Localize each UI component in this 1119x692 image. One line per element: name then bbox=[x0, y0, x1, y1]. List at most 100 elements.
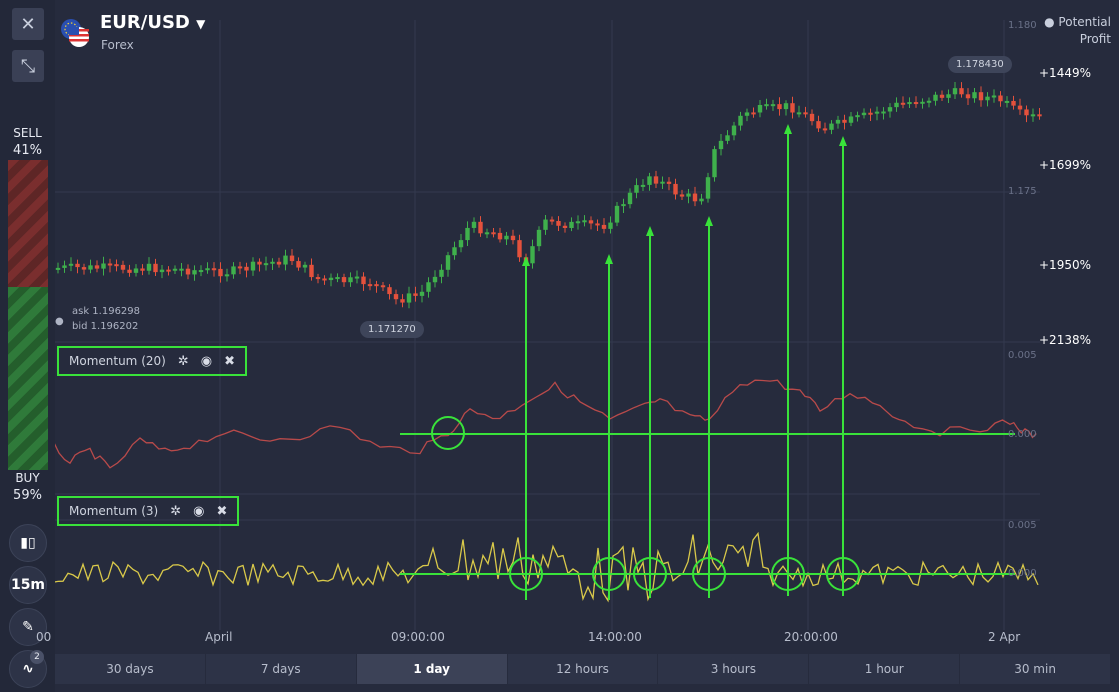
candle-body bbox=[601, 224, 607, 229]
candle-body bbox=[354, 276, 360, 279]
candle-body bbox=[738, 115, 743, 126]
candle-body bbox=[946, 94, 951, 98]
candle-body bbox=[497, 232, 503, 240]
eye-icon[interactable]: ◉ bbox=[193, 503, 205, 519]
candle-body bbox=[445, 255, 451, 270]
candle-body bbox=[81, 267, 87, 270]
candle-body bbox=[517, 240, 522, 258]
candle-body bbox=[432, 276, 438, 283]
candle-body bbox=[218, 268, 223, 277]
timeframe-30-min[interactable]: 30 min bbox=[960, 654, 1112, 684]
candle-body bbox=[900, 102, 906, 105]
candle-body bbox=[484, 232, 490, 235]
timeframe-3-hours[interactable]: 3 hours bbox=[658, 654, 810, 684]
candle-body bbox=[510, 235, 516, 241]
candle-body bbox=[562, 225, 568, 229]
candle-body bbox=[731, 125, 737, 136]
candle-body bbox=[569, 221, 574, 229]
eye-icon[interactable]: ◉ bbox=[200, 353, 213, 369]
timeframe-7-days[interactable]: 7 days bbox=[205, 654, 357, 684]
candle-body bbox=[718, 140, 724, 150]
wave-icon: ∿ bbox=[22, 661, 34, 677]
timeframe-1-hour[interactable]: 1 hour bbox=[809, 654, 961, 684]
candle-body bbox=[127, 269, 132, 273]
candle-body bbox=[926, 100, 932, 103]
candle-body bbox=[94, 265, 100, 269]
candle-body bbox=[608, 222, 613, 229]
candle-body bbox=[647, 176, 652, 185]
candle-body bbox=[335, 277, 340, 280]
candle-body bbox=[250, 261, 256, 271]
candle-body bbox=[478, 221, 483, 234]
candle-body bbox=[809, 113, 815, 122]
candle-body bbox=[465, 227, 470, 241]
indicator-momentum-20: Momentum (20) ✲ ◉ ✖ bbox=[57, 346, 247, 376]
timeframe-30-days[interactable]: 30 days bbox=[55, 654, 206, 684]
price-tick: 1.180 bbox=[1008, 20, 1037, 31]
candle-body bbox=[471, 221, 477, 228]
candle-body bbox=[588, 220, 594, 224]
candle-body bbox=[790, 103, 795, 113]
candlestick-icon: ▮▯ bbox=[20, 535, 36, 551]
close-icon[interactable]: ✖ bbox=[224, 353, 235, 369]
candle-body bbox=[978, 92, 984, 101]
candle-body bbox=[1004, 100, 1010, 103]
candle-body bbox=[673, 183, 678, 195]
time-tick: 2 Apr bbox=[988, 630, 1021, 644]
candle-body bbox=[959, 88, 964, 95]
close-icon[interactable]: ✕ bbox=[12, 8, 44, 40]
candle-body bbox=[166, 269, 171, 272]
candle-body bbox=[101, 263, 106, 269]
candle-body bbox=[244, 266, 249, 271]
candle-body bbox=[881, 111, 886, 114]
candle-body bbox=[159, 269, 165, 273]
gear-icon[interactable]: ✲ bbox=[177, 353, 189, 369]
candle-body bbox=[796, 112, 802, 115]
timeframe-bar: 30 days 7 days 1 day 12 hours 3 hours 1 … bbox=[55, 654, 1112, 684]
candle-body bbox=[894, 102, 899, 108]
candle-body bbox=[263, 263, 269, 266]
candle-body bbox=[907, 102, 912, 105]
quote-info-icon: ● bbox=[55, 316, 64, 327]
candle-body bbox=[114, 264, 119, 267]
candle-body bbox=[653, 176, 659, 184]
asset-selector[interactable]: EUR/USD ▼ bbox=[100, 12, 206, 33]
sell-label: SELL bbox=[13, 126, 42, 140]
candle-body bbox=[556, 221, 561, 226]
candle-body bbox=[205, 268, 210, 271]
close-icon[interactable]: ✖ bbox=[216, 503, 228, 519]
candle-body bbox=[276, 261, 282, 265]
gear-icon[interactable]: ✲ bbox=[170, 503, 182, 519]
candle-body bbox=[679, 194, 685, 197]
candle-body bbox=[309, 264, 314, 278]
candle-body bbox=[237, 266, 243, 269]
timeframe-button[interactable]: 15m bbox=[9, 566, 47, 604]
candle-body bbox=[426, 282, 431, 292]
candle-body bbox=[68, 263, 74, 266]
timeframe-12-hours[interactable]: 12 hours bbox=[507, 654, 659, 684]
candle-body bbox=[725, 135, 730, 141]
collapse-icon[interactable]: ⤡ bbox=[12, 50, 44, 82]
chart-type-button[interactable]: ▮▯ bbox=[9, 524, 47, 562]
asset-category: Forex bbox=[101, 38, 134, 52]
draw-tool-button[interactable]: ✎ bbox=[9, 608, 47, 646]
ask-price: ask 1.196298 bbox=[72, 306, 141, 317]
candle-body bbox=[861, 112, 867, 116]
candle-body bbox=[322, 278, 327, 281]
candle-body bbox=[549, 219, 555, 222]
candle-body bbox=[595, 223, 600, 226]
candle-body bbox=[536, 229, 542, 247]
candle-body bbox=[302, 264, 308, 268]
candle-body bbox=[328, 277, 334, 281]
indicator-count-badge: 2 bbox=[30, 650, 44, 664]
candle-body bbox=[133, 268, 139, 273]
low-price-label: 1.171270 bbox=[360, 321, 424, 338]
candle-body bbox=[1030, 114, 1036, 117]
candle-body bbox=[699, 198, 704, 202]
candle-body bbox=[62, 265, 67, 268]
candle-body bbox=[75, 263, 80, 268]
high-price-label: 1.178430 bbox=[948, 56, 1012, 73]
candle-body bbox=[582, 220, 587, 223]
timeframe-1-day[interactable]: 1 day bbox=[356, 654, 508, 684]
